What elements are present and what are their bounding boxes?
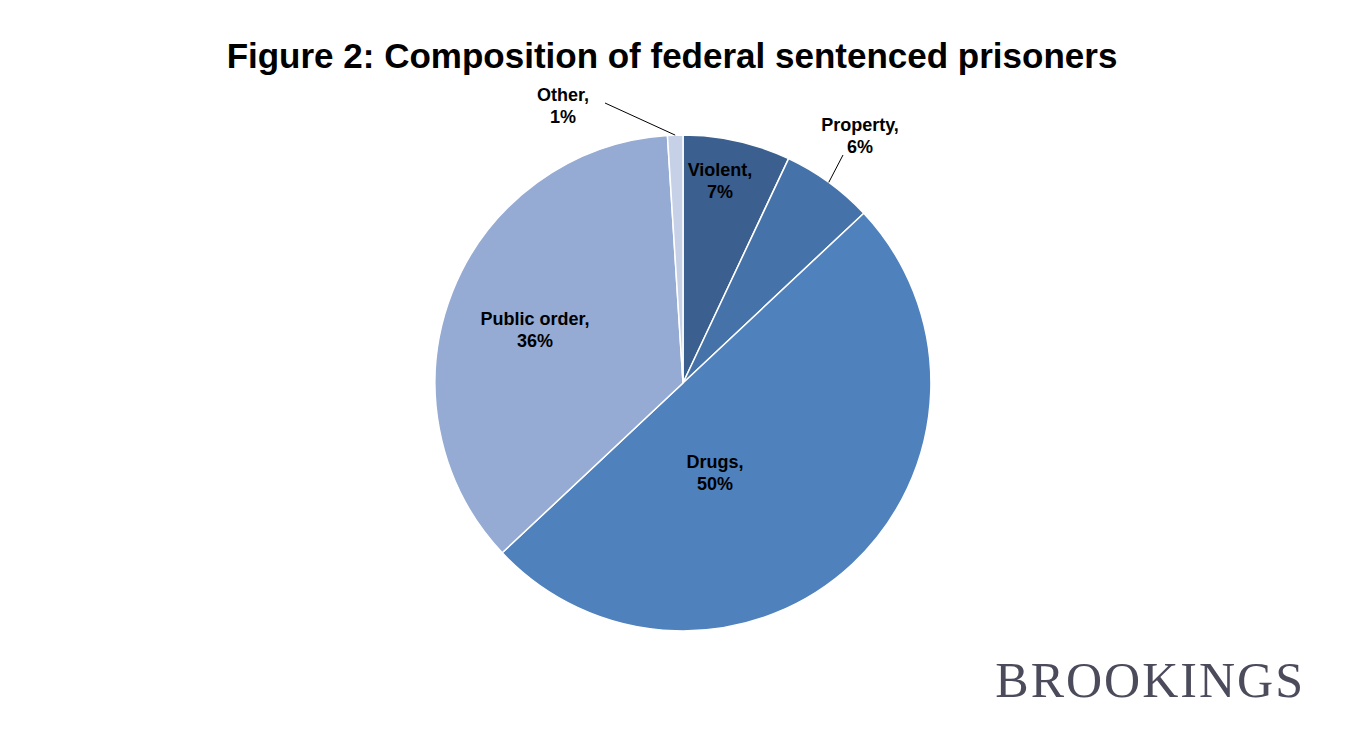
title: Figure 2: Composition of federal sentenc… xyxy=(227,36,1118,75)
label-value: 7% xyxy=(707,182,733,202)
pie-slice xyxy=(667,135,683,383)
data-label: Property,6% xyxy=(821,115,899,157)
leader-line xyxy=(605,103,675,135)
chart: Figure 2: Composition of federal sentenc… xyxy=(0,0,1350,742)
data-label: Violent,7% xyxy=(688,160,753,202)
label-value: 1% xyxy=(550,107,576,127)
label-category: Other, xyxy=(537,85,589,105)
logo: BROOKINGS xyxy=(995,652,1305,708)
data-labels: Violent,7% Property,6% Drugs,50% Public ord… xyxy=(480,85,898,494)
label-category: Public order, xyxy=(480,309,589,329)
label-category: Property, xyxy=(821,115,899,135)
pie-slice xyxy=(435,135,683,552)
slices xyxy=(435,135,931,631)
label-category: Violent, xyxy=(688,160,753,180)
data-label: Drugs,50% xyxy=(686,452,743,494)
label-category: Drugs, xyxy=(686,452,743,472)
label-value: 50% xyxy=(697,474,733,494)
data-label: Public order,36% xyxy=(480,309,589,351)
label-value: 6% xyxy=(847,137,873,157)
data-label: Other,1% xyxy=(537,85,589,127)
label-value: 36% xyxy=(517,331,553,351)
leader-line xyxy=(829,155,843,182)
background xyxy=(0,0,1350,742)
